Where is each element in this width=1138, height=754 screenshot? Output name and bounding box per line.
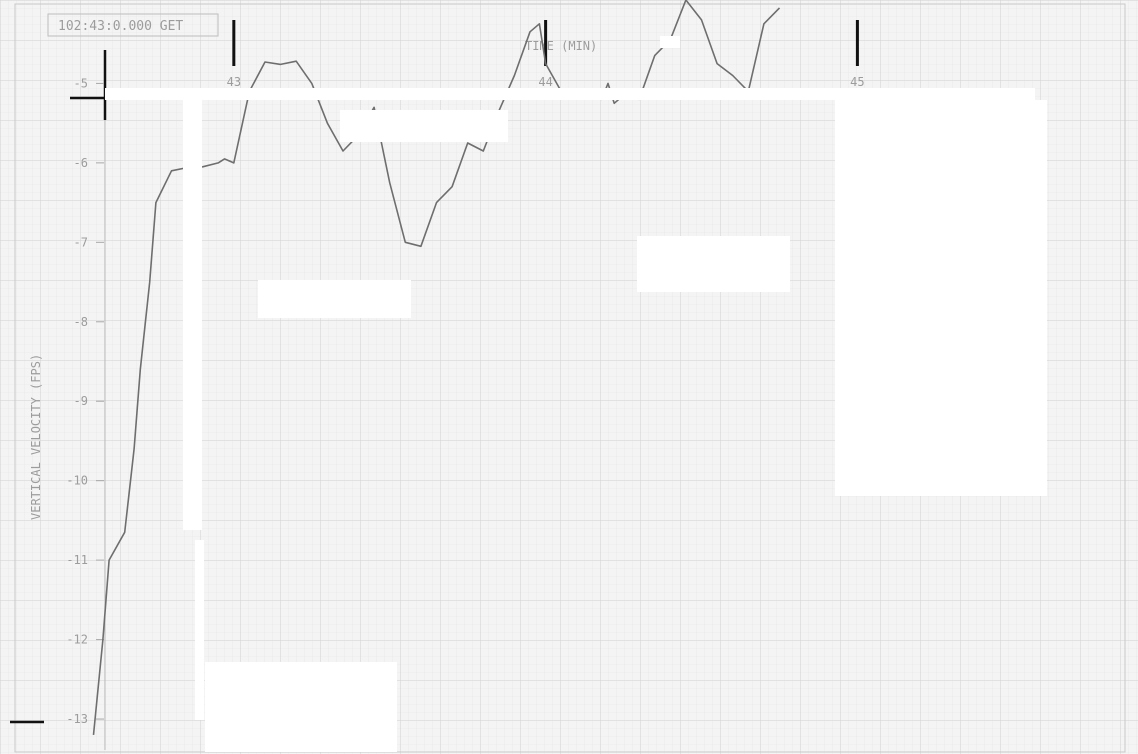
y-tick-label: -13 bbox=[66, 712, 88, 726]
y-tick-label: -6 bbox=[74, 156, 88, 170]
redaction-block bbox=[183, 90, 202, 530]
x-axis-label: TIME (MIN) bbox=[525, 39, 597, 53]
y-tick-label: -5 bbox=[74, 76, 88, 90]
title-box bbox=[47, 13, 219, 37]
velocity-trace-1 bbox=[92, 0, 781, 735]
x-tick-label: 43 bbox=[227, 75, 241, 89]
redaction-block bbox=[105, 88, 1035, 100]
redaction-block bbox=[660, 36, 680, 48]
redaction-block bbox=[195, 540, 204, 720]
x-tick-label: 44 bbox=[538, 75, 552, 89]
redaction-block bbox=[340, 110, 508, 142]
plot-frame bbox=[14, 3, 1126, 753]
y-tick-label: -11 bbox=[66, 553, 88, 567]
y-axis-label: VERTICAL VELOCITY (FPS) bbox=[29, 354, 43, 520]
x-tick-label: 45 bbox=[850, 75, 864, 89]
y-tick-label: -8 bbox=[74, 315, 88, 329]
redaction-block bbox=[637, 236, 790, 292]
redaction-block bbox=[835, 100, 1047, 496]
redaction-block bbox=[258, 280, 411, 318]
redaction-block bbox=[205, 662, 397, 752]
y-tick-label: -9 bbox=[74, 394, 88, 408]
chart-title: 102:43:0.000 GET bbox=[58, 19, 183, 34]
y-tick-label: -7 bbox=[74, 235, 88, 249]
y-tick-label: -12 bbox=[66, 633, 88, 647]
y-tick-label: -10 bbox=[66, 474, 88, 488]
